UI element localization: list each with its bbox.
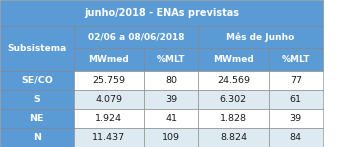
Text: 02/06 a 08/06/2018: 02/06 a 08/06/2018 xyxy=(88,32,184,41)
Bar xyxy=(144,109,198,128)
Text: 109: 109 xyxy=(162,133,180,142)
Bar xyxy=(269,128,323,147)
Bar xyxy=(74,90,144,109)
Bar xyxy=(74,48,144,71)
Bar xyxy=(74,71,144,90)
Bar xyxy=(269,48,323,71)
Bar xyxy=(269,90,323,109)
Text: NE: NE xyxy=(29,114,44,123)
Text: Mês de Junho: Mês de Junho xyxy=(226,32,295,42)
Bar xyxy=(0,109,74,128)
Bar xyxy=(198,128,269,147)
Bar xyxy=(74,26,198,48)
Bar xyxy=(0,0,323,26)
Text: %MLT: %MLT xyxy=(157,55,185,64)
Bar xyxy=(198,48,269,71)
Bar xyxy=(0,26,74,71)
Bar xyxy=(144,48,198,71)
Text: 80: 80 xyxy=(165,76,177,85)
Bar xyxy=(198,109,269,128)
Text: 41: 41 xyxy=(165,114,177,123)
Text: 6.302: 6.302 xyxy=(220,95,247,104)
Text: 11.437: 11.437 xyxy=(92,133,125,142)
Bar xyxy=(144,71,198,90)
Text: 77: 77 xyxy=(290,76,302,85)
Text: N: N xyxy=(33,133,41,142)
Bar xyxy=(198,71,269,90)
Bar xyxy=(0,128,74,147)
Bar xyxy=(0,71,74,90)
Bar xyxy=(144,128,198,147)
Text: SE/CO: SE/CO xyxy=(21,76,53,85)
Bar xyxy=(74,128,144,147)
Bar xyxy=(74,109,144,128)
Bar xyxy=(269,109,323,128)
Text: 8.824: 8.824 xyxy=(220,133,247,142)
Bar xyxy=(144,90,198,109)
Text: Subsistema: Subsistema xyxy=(7,44,66,53)
Bar xyxy=(198,90,269,109)
Text: 1.828: 1.828 xyxy=(220,114,247,123)
Text: junho/2018 - ENAs previstas: junho/2018 - ENAs previstas xyxy=(84,8,239,18)
Text: 61: 61 xyxy=(290,95,302,104)
Bar xyxy=(198,26,323,48)
Text: S: S xyxy=(33,95,40,104)
Text: MWmed: MWmed xyxy=(213,55,254,64)
Text: 1.924: 1.924 xyxy=(95,114,122,123)
Bar xyxy=(269,71,323,90)
Text: MWmed: MWmed xyxy=(88,55,129,64)
Text: 39: 39 xyxy=(165,95,177,104)
Text: %MLT: %MLT xyxy=(282,55,310,64)
Text: 4.079: 4.079 xyxy=(95,95,122,104)
Text: 39: 39 xyxy=(290,114,302,123)
Text: 24.569: 24.569 xyxy=(217,76,250,85)
Bar xyxy=(0,90,74,109)
Text: 25.759: 25.759 xyxy=(92,76,125,85)
Text: 84: 84 xyxy=(290,133,302,142)
